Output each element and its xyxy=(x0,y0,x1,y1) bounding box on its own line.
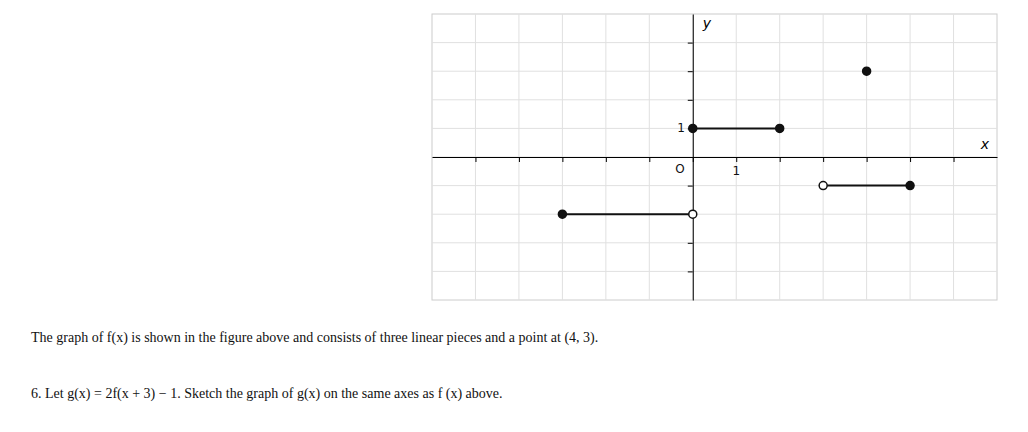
plot-frame xyxy=(432,14,997,300)
x-tick xyxy=(475,157,476,162)
closed-point xyxy=(863,67,871,75)
x-axis-title: x xyxy=(980,136,990,152)
grid-line-y xyxy=(432,271,997,272)
y-tick xyxy=(688,43,693,44)
segment xyxy=(823,185,910,187)
axis-annotation: O xyxy=(675,162,684,176)
axis-annotation: 1 xyxy=(677,121,685,135)
x-axis-line xyxy=(433,157,998,158)
y-tick-mark xyxy=(688,100,693,101)
x-tick-mark xyxy=(867,157,868,162)
closed-point xyxy=(689,124,697,132)
grid-line-y xyxy=(432,157,997,158)
axis-annotation: 1 xyxy=(732,164,740,178)
x-tick-mark xyxy=(910,157,911,162)
x-tick xyxy=(910,157,911,162)
closed-point xyxy=(558,210,566,218)
caption-text: The graph of f(x) is shown in the figure… xyxy=(31,330,598,346)
x-tick xyxy=(867,157,868,162)
x-tick xyxy=(606,157,607,162)
x-tick xyxy=(649,157,650,162)
caption-text: 6. Let g(x) = 2f(x + 3) − 1. Sketch the … xyxy=(31,386,503,402)
y-tick xyxy=(688,157,693,158)
x-tick-mark xyxy=(954,157,955,162)
x-tick-mark xyxy=(649,157,650,162)
x-tick-mark xyxy=(823,157,824,162)
x-tick xyxy=(823,157,824,162)
chart: x y 1 O 1 The graph of f(x) is shown in the f… xyxy=(0,0,1028,432)
grid-line-y xyxy=(432,214,997,215)
grid-line-y xyxy=(432,242,997,243)
x-tick xyxy=(780,157,781,162)
segment xyxy=(693,127,780,129)
x-axis xyxy=(433,157,998,162)
y-tick-mark xyxy=(688,157,693,158)
y-tick xyxy=(688,186,693,187)
y-tick-mark xyxy=(688,186,693,187)
marks xyxy=(558,67,914,218)
closed-point xyxy=(906,182,914,190)
y-tick-mark xyxy=(688,43,693,44)
x-tick xyxy=(736,157,737,162)
x-tick-mark xyxy=(475,157,476,162)
x-tick-mark xyxy=(606,157,607,162)
y-axis xyxy=(688,15,694,301)
x-tick-mark xyxy=(736,157,737,162)
grid-line-y xyxy=(432,71,997,72)
grid-line-y xyxy=(432,42,997,43)
y-axis-line xyxy=(693,15,694,301)
y-tick xyxy=(688,243,693,244)
grid-line-y xyxy=(432,128,997,129)
y-axis-title: y xyxy=(702,15,712,31)
x-tick-mark xyxy=(780,157,781,162)
x-tick xyxy=(954,157,955,162)
closed-point xyxy=(776,124,784,132)
x-tick-mark xyxy=(562,157,563,162)
x-tick xyxy=(562,157,563,162)
y-tick xyxy=(688,71,693,72)
x-tick xyxy=(519,157,520,162)
y-tick-mark xyxy=(688,71,693,72)
x-tick-mark xyxy=(519,157,520,162)
y-tick-mark xyxy=(688,243,693,244)
grid-line-y xyxy=(432,99,997,100)
y-tick xyxy=(688,100,693,101)
y-tick xyxy=(688,271,693,272)
grid xyxy=(432,14,997,300)
open-point xyxy=(819,182,827,190)
open-point xyxy=(689,210,697,218)
y-tick-mark xyxy=(688,271,693,272)
segment xyxy=(562,213,692,215)
